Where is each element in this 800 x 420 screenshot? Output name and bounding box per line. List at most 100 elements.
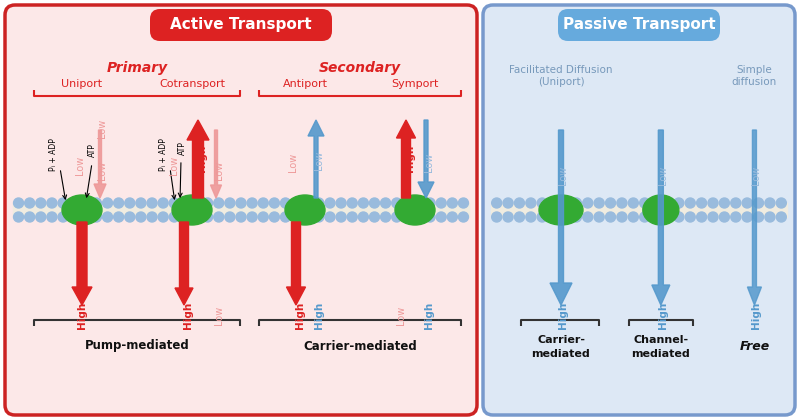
FancyBboxPatch shape: [558, 9, 720, 41]
Text: Active Transport: Active Transport: [170, 18, 312, 32]
Circle shape: [25, 198, 34, 208]
Circle shape: [560, 212, 570, 222]
Text: Carrier-: Carrier-: [537, 335, 585, 345]
Circle shape: [14, 212, 23, 222]
Polygon shape: [652, 130, 670, 305]
Circle shape: [674, 212, 684, 222]
Text: Symport: Symport: [391, 79, 438, 89]
Circle shape: [538, 198, 547, 208]
Circle shape: [503, 212, 513, 222]
Circle shape: [302, 212, 313, 222]
Circle shape: [538, 212, 547, 222]
Circle shape: [742, 198, 752, 208]
Circle shape: [708, 198, 718, 208]
Polygon shape: [747, 130, 762, 305]
Circle shape: [549, 212, 558, 222]
Circle shape: [582, 212, 593, 222]
Circle shape: [147, 212, 157, 222]
Text: High: High: [314, 302, 324, 328]
Circle shape: [571, 198, 582, 208]
Circle shape: [247, 198, 257, 208]
Circle shape: [292, 198, 302, 208]
Circle shape: [719, 198, 730, 208]
Circle shape: [571, 212, 582, 222]
Circle shape: [526, 198, 536, 208]
Polygon shape: [187, 120, 209, 198]
Text: mediated: mediated: [532, 349, 590, 359]
Circle shape: [270, 198, 279, 208]
Text: mediated: mediated: [631, 349, 690, 359]
Text: High: High: [405, 144, 415, 172]
Ellipse shape: [643, 195, 679, 225]
Text: High: High: [558, 302, 568, 328]
Circle shape: [358, 198, 368, 208]
Circle shape: [776, 212, 786, 222]
Circle shape: [258, 198, 268, 208]
Circle shape: [370, 212, 379, 222]
Text: diffusion: diffusion: [732, 77, 777, 87]
Text: Pᵢ + ADP: Pᵢ + ADP: [50, 139, 58, 171]
Circle shape: [606, 198, 615, 208]
Circle shape: [492, 198, 502, 208]
Text: Uniport: Uniport: [62, 79, 102, 89]
Circle shape: [447, 198, 458, 208]
Circle shape: [651, 198, 661, 208]
Circle shape: [686, 198, 695, 208]
Circle shape: [414, 212, 424, 222]
Bar: [13, 203, 469, 217]
Circle shape: [225, 212, 235, 222]
Circle shape: [302, 198, 313, 208]
Polygon shape: [175, 222, 193, 305]
Circle shape: [158, 198, 168, 208]
FancyBboxPatch shape: [483, 5, 795, 415]
Circle shape: [640, 212, 650, 222]
Circle shape: [347, 212, 358, 222]
Circle shape: [754, 198, 763, 208]
Circle shape: [225, 198, 235, 208]
Text: Antiport: Antiport: [282, 79, 327, 89]
Circle shape: [425, 212, 435, 222]
Circle shape: [114, 198, 124, 208]
Circle shape: [392, 198, 402, 208]
Circle shape: [381, 198, 390, 208]
Circle shape: [125, 198, 134, 208]
Circle shape: [754, 212, 763, 222]
Circle shape: [47, 212, 57, 222]
Text: Low: Low: [97, 118, 107, 138]
Circle shape: [560, 198, 570, 208]
Circle shape: [458, 212, 469, 222]
Circle shape: [292, 212, 302, 222]
Circle shape: [582, 198, 593, 208]
Ellipse shape: [395, 195, 435, 225]
Circle shape: [270, 212, 279, 222]
Circle shape: [202, 198, 213, 208]
Circle shape: [765, 212, 775, 222]
Circle shape: [325, 212, 335, 222]
Text: ATP: ATP: [87, 143, 97, 157]
Circle shape: [14, 198, 23, 208]
Polygon shape: [308, 120, 324, 198]
Circle shape: [114, 212, 124, 222]
Text: High: High: [197, 144, 207, 172]
Text: Low: Low: [314, 150, 324, 170]
Circle shape: [370, 198, 379, 208]
Circle shape: [136, 198, 146, 208]
Polygon shape: [550, 130, 572, 305]
Circle shape: [336, 212, 346, 222]
Text: Low: Low: [214, 305, 224, 325]
Circle shape: [102, 198, 113, 208]
Circle shape: [281, 198, 290, 208]
Circle shape: [102, 212, 113, 222]
Circle shape: [403, 198, 413, 208]
Text: (Uniport): (Uniport): [538, 77, 584, 87]
Circle shape: [594, 212, 604, 222]
Text: High: High: [424, 302, 434, 328]
Circle shape: [191, 212, 202, 222]
Circle shape: [458, 198, 469, 208]
Text: Simple: Simple: [737, 65, 772, 75]
Polygon shape: [72, 222, 92, 305]
Circle shape: [91, 212, 102, 222]
Circle shape: [314, 198, 324, 208]
Circle shape: [58, 212, 68, 222]
Circle shape: [651, 212, 661, 222]
